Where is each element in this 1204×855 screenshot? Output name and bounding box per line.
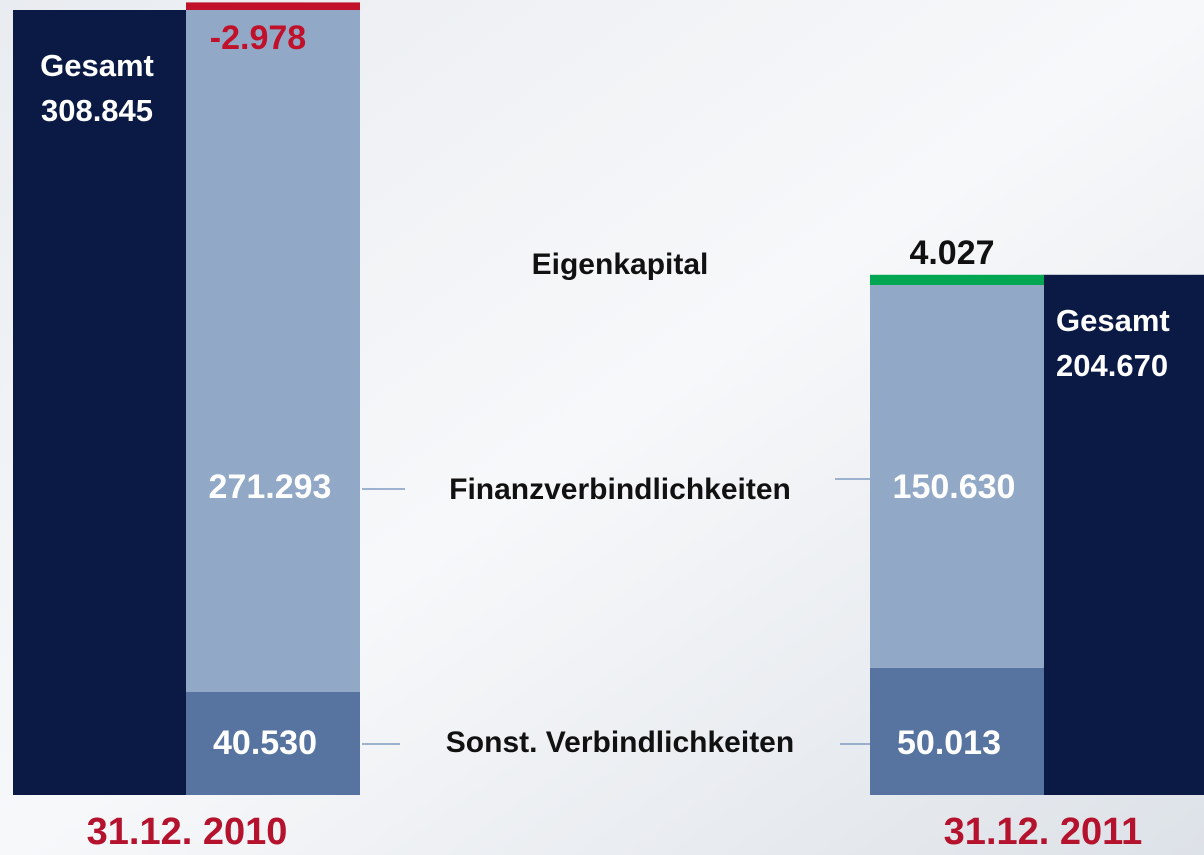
segment	[186, 2, 360, 11]
segment-label: 50.013	[897, 724, 1001, 762]
segment	[186, 691, 360, 795]
series-label: Eigenkapital	[532, 248, 709, 281]
segment-label: 40.530	[213, 724, 317, 762]
series-label: Finanzverbindlichkeiten	[449, 473, 791, 506]
segment	[870, 667, 1044, 795]
category-label: 31.12. 2011	[944, 811, 1143, 853]
segment	[870, 285, 1044, 668]
total-bar	[13, 10, 187, 795]
segment	[186, 2, 360, 692]
total-value: 204.670	[1056, 348, 1168, 383]
total-value: 308.845	[41, 93, 153, 128]
segment-label: 150.630	[893, 468, 1016, 506]
connectors	[362, 478, 880, 745]
total-name: Gesamt	[40, 48, 154, 83]
series-label: Sonst. Verbindlichkeiten	[446, 726, 794, 759]
total-bar	[1043, 274, 1204, 795]
category-label: 31.12. 2010	[87, 811, 288, 853]
segment-label: 4.027	[909, 234, 994, 272]
total-name: Gesamt	[1056, 303, 1170, 338]
segment-label: -2.978	[210, 19, 306, 57]
segment	[870, 274, 1044, 286]
segment-label: 271.293	[209, 468, 332, 506]
